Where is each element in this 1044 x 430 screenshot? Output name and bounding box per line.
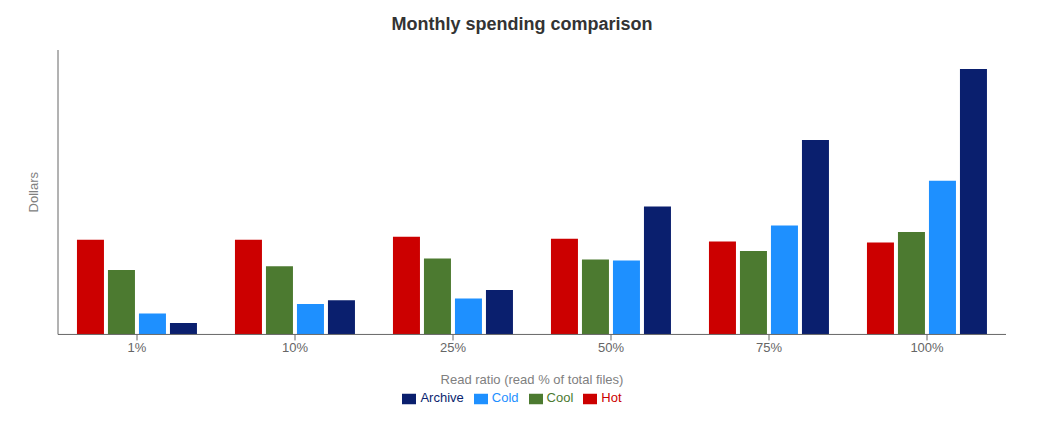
html-text:Monthly spending comparison: Monthly spending comparison	[391, 14, 653, 34]
html-text:Cold: Cold	[491, 390, 519, 406]
svg-text:10%: 10%	[282, 340, 308, 355]
svg-text:Dollars: Dollars	[26, 171, 41, 212]
svg-text:Read ratio (read % of total fi: Read ratio (read % of total files)	[441, 372, 624, 387]
svg-text:75%: 75%	[756, 340, 782, 355]
svg-text:1%: 1%	[128, 340, 147, 355]
html-text:Archive: Archive	[420, 390, 464, 406]
html-text:Hot: Hot	[601, 390, 622, 406]
svg-text:50%: 50%	[598, 340, 624, 355]
html-text:Cool: Cool	[546, 390, 574, 406]
svg-text:100%: 100%	[910, 340, 944, 355]
svg-text:25%: 25%	[440, 340, 466, 355]
